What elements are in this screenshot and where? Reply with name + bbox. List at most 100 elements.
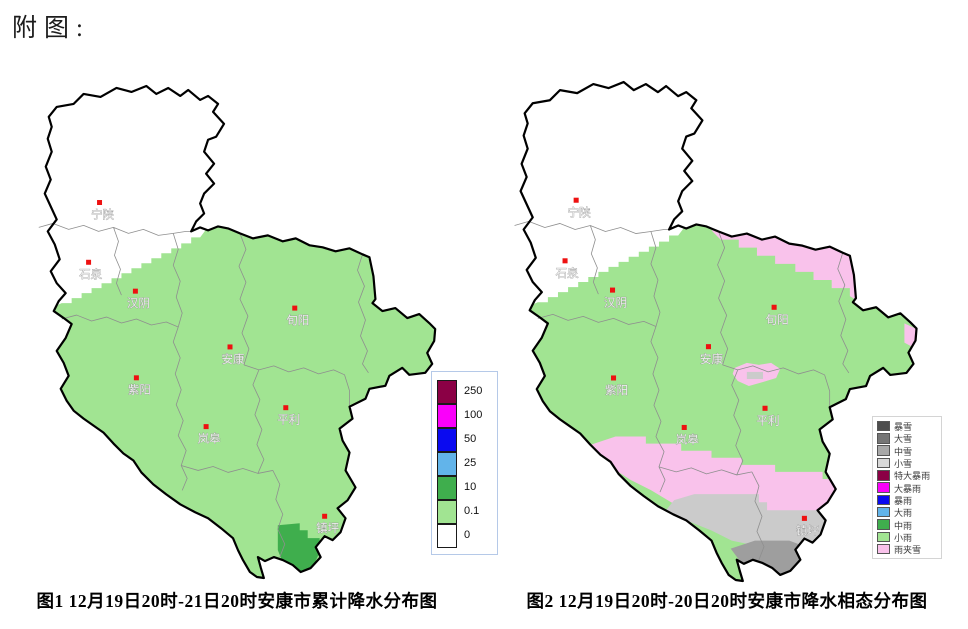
- legend-swatch: [877, 506, 890, 518]
- legend-swatch: [437, 475, 457, 500]
- city-label: 石泉: [555, 266, 579, 280]
- legend-item: 大暴雨: [877, 481, 939, 495]
- legend-item: 特大暴雨: [877, 469, 939, 482]
- city-boundary-outline: [43, 84, 437, 580]
- city-marker: [705, 344, 711, 350]
- legend-swatch: [877, 494, 890, 506]
- legend-swatch: [877, 519, 890, 530]
- legend-value: 0.1: [464, 505, 480, 517]
- legend-item: 25: [437, 451, 497, 476]
- legend-item: 小雪: [877, 457, 939, 470]
- city-marker: [801, 515, 807, 521]
- legend-item: 0.1: [437, 499, 497, 524]
- legend-item: 小雨: [877, 531, 939, 543]
- legend-item: 暴雨: [877, 494, 939, 507]
- legend-item: 50: [437, 427, 497, 452]
- legend-value: 25: [464, 457, 477, 469]
- legend-swatch: [877, 543, 890, 555]
- legend-swatch: [877, 457, 890, 469]
- city-marker: [132, 288, 138, 294]
- region-moderate-snow-tip: [730, 540, 808, 579]
- legend-swatch: [877, 470, 890, 481]
- legend-label: 暴雪: [894, 422, 913, 433]
- city-label: 紫阳: [605, 384, 628, 397]
- legend-item: 中雪: [877, 445, 939, 457]
- map-cumulative-precipitation: 宁陕 石泉 汉阴 旬阳 安康 紫阳 平利 岚皋 镇坪: [38, 84, 437, 580]
- legend-label: 大雨: [894, 508, 913, 519]
- city-label: 石泉: [79, 267, 102, 281]
- legend-label: 特大暴雨: [894, 471, 931, 482]
- city-boundary-outline: [519, 80, 918, 583]
- city-marker: [227, 344, 233, 350]
- city-marker: [133, 375, 139, 381]
- legend-swatch: [877, 482, 890, 493]
- city-marker: [609, 287, 616, 293]
- legend-item: 中雨: [877, 518, 939, 531]
- legend-item: 250: [437, 379, 497, 404]
- legend-swatch: [437, 499, 457, 524]
- legend-label: 雨夹雪: [894, 545, 922, 556]
- legend-value: 0: [464, 529, 471, 541]
- city-label: 旬阳: [766, 313, 789, 326]
- city-label: 紫阳: [128, 384, 151, 397]
- caption-map2: 图2 12月19日20时-20日20时安康市降水相态分布图: [526, 591, 928, 611]
- caption-map1: 图1 12月19日20时-21日20时安康市累计降水分布图: [36, 591, 438, 611]
- legend-precip-phase: 暴雪 大雪 中雪 小雪 特大暴雨 大暴雨 暴雨 大雨 中雨 小雨 雨夹雪: [872, 416, 942, 560]
- region-light-snow-band: [666, 494, 826, 551]
- legend-item: 0: [437, 523, 497, 548]
- city-label: 平利: [277, 414, 300, 427]
- city-label: 宁陕: [91, 207, 114, 221]
- legend-swatch: [877, 445, 890, 456]
- city-marker: [292, 305, 298, 311]
- legend-swatch: [437, 379, 457, 404]
- legend-swatch: [437, 403, 457, 428]
- legend-item: 10: [437, 475, 497, 500]
- city-label: 安康: [700, 352, 724, 366]
- legend-swatch: [877, 433, 890, 444]
- legend-label: 大暴雨: [894, 483, 922, 495]
- legend-swatch: [877, 420, 890, 432]
- legend-value: 250: [464, 385, 483, 397]
- city-label: 汉阴: [127, 297, 150, 310]
- city-markers: 宁陕 石泉 汉阴 旬阳 安康 紫阳 平利 岚皋 镇坪: [79, 200, 339, 535]
- legend-label: 小雪: [894, 459, 913, 470]
- city-marker: [322, 513, 328, 519]
- city-marker: [283, 405, 289, 411]
- city-marker: [203, 424, 209, 430]
- map-precipitation-phase: 宁陕 石泉 汉阴 旬阳 安康 紫阳 平利 岚皋 镇坪: [514, 80, 918, 583]
- city-marker: [611, 375, 617, 381]
- legend-item: 暴雪: [877, 420, 939, 433]
- legend-label: 大雪: [894, 434, 913, 446]
- city-marker: [762, 405, 768, 411]
- city-label: 镇坪: [316, 521, 339, 535]
- city-label: 岚皋: [676, 433, 700, 447]
- legend-swatch: [437, 451, 457, 476]
- legend-item: 100: [437, 403, 497, 428]
- legend-swatch: [877, 531, 890, 543]
- legend-label: 暴雨: [894, 496, 913, 507]
- legend-swatch: [437, 427, 457, 452]
- legend-label: 中雪: [894, 446, 913, 458]
- city-label: 岚皋: [198, 432, 221, 446]
- legend-precip-amount: 250 100 50 25 10 0.1 0: [431, 371, 498, 555]
- city-markers: 宁陕 石泉 汉阴 旬阳 安康 紫阳 平利 岚皋 镇坪: [555, 197, 820, 538]
- city-marker: [681, 424, 687, 430]
- city-label: 平利: [756, 414, 779, 427]
- city-label: 汉阴: [604, 296, 627, 309]
- legend-label: 小雨: [894, 533, 913, 544]
- city-marker: [771, 304, 777, 310]
- legend-item: 雨夹雪: [877, 543, 939, 556]
- city-marker: [562, 258, 568, 264]
- legend-value: 10: [464, 481, 477, 493]
- city-label: 安康: [222, 352, 245, 366]
- legend-item: 大雪: [877, 432, 939, 446]
- city-label: 宁陕: [568, 205, 592, 219]
- page-title: 附图:: [12, 15, 90, 42]
- region-snow-pingli-spot: [746, 371, 764, 379]
- legend-item: 大雨: [877, 506, 939, 519]
- city-label: 镇坪: [796, 524, 820, 538]
- city-marker: [97, 200, 103, 206]
- legend-swatch: [437, 523, 457, 548]
- legend-value: 50: [464, 433, 477, 445]
- legend-value: 100: [464, 409, 483, 421]
